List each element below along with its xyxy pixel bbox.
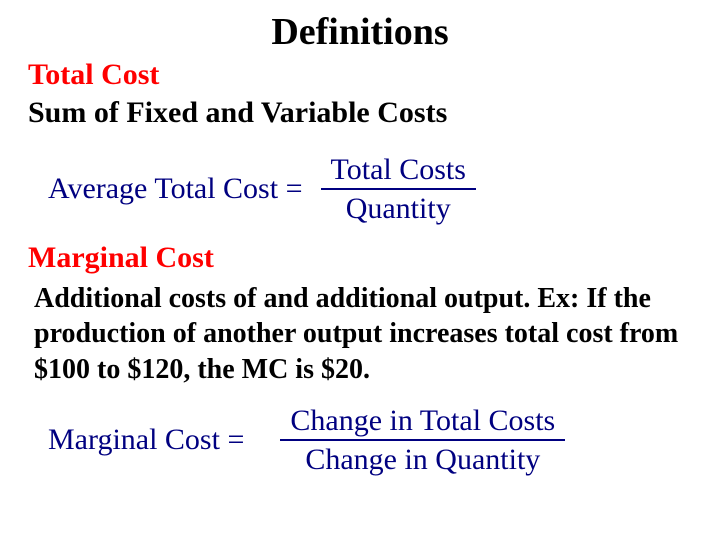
average-total-cost-formula: Average Total Cost = Total Costs Quantit… [28,153,692,225]
slide-title: Definitions [28,10,692,54]
total-cost-heading: Total Cost [28,56,692,94]
atc-fraction: Total Costs Quantity [321,153,476,225]
atc-denominator: Quantity [321,190,476,225]
marginal-cost-formula: Marginal Cost = Change in Total Costs Ch… [28,404,692,476]
atc-label: Average Total Cost = [48,172,321,206]
marginal-cost-definition: Additional costs of and additional outpu… [34,281,692,388]
mc-denominator: Change in Quantity [280,441,565,476]
atc-numerator: Total Costs [321,153,476,190]
marginal-cost-heading: Marginal Cost [28,239,692,277]
mc-numerator: Change in Total Costs [280,404,565,441]
slide: Definitions Total Cost Sum of Fixed and … [0,0,720,540]
mc-label: Marginal Cost = [48,423,280,457]
mc-fraction: Change in Total Costs Change in Quantity [280,404,565,476]
total-cost-definition: Sum of Fixed and Variable Costs [28,94,692,132]
